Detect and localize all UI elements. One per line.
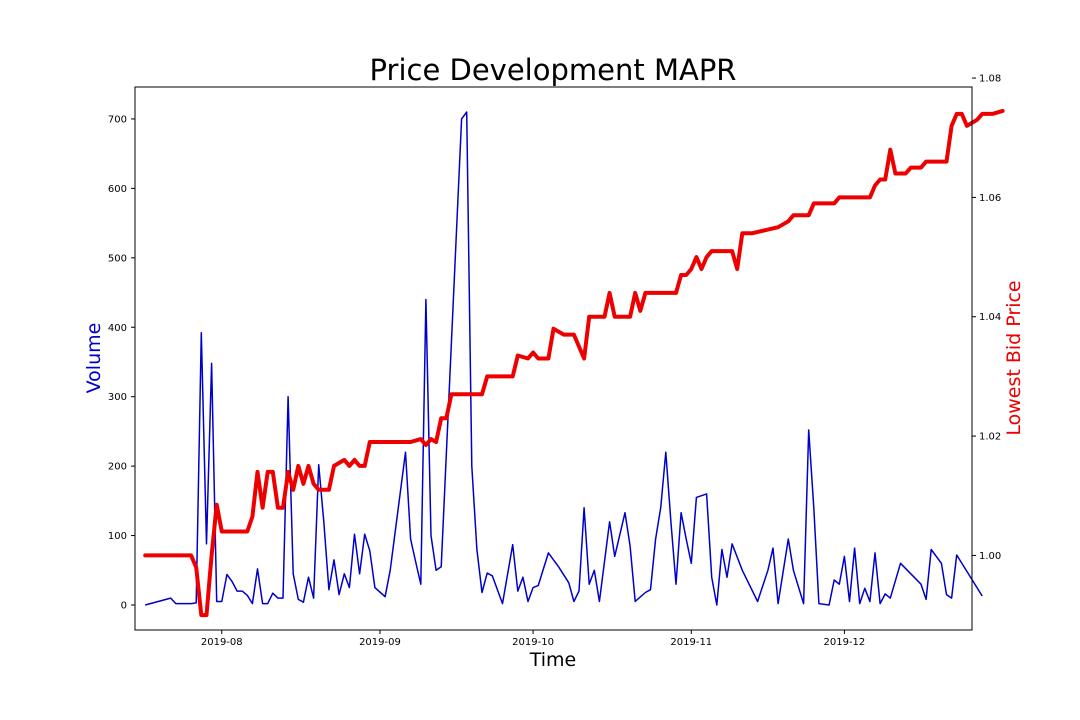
left-y-tick-label: 400 xyxy=(108,323,127,334)
right-y-tick-label: 1.04 xyxy=(979,312,1001,323)
right-y-tick-label: 1.08 xyxy=(979,74,1001,85)
x-tick-label: 2019-08 xyxy=(201,637,243,648)
x-tick-label: 2019-11 xyxy=(670,637,712,648)
x-tick-label: 2019-09 xyxy=(359,637,401,648)
left-y-tick-label: 500 xyxy=(108,253,127,264)
left-y-tick-label: 0 xyxy=(121,601,127,612)
left-y-axis-label: Volume xyxy=(83,323,105,394)
left-y-axis-ticks: 0 100 200 300 400 500 600 700 xyxy=(108,114,135,612)
left-y-tick-label: 600 xyxy=(108,184,127,195)
right-y-tick-label: 1.06 xyxy=(979,193,1001,204)
left-y-tick-label: 100 xyxy=(108,531,127,542)
plot-frame xyxy=(134,86,973,631)
left-y-tick-label: 700 xyxy=(108,114,127,125)
right-y-axis-label: Lowest Bid Price xyxy=(1003,280,1025,435)
x-axis-ticks: 2019-08 2019-09 2019-10 2019-11 2019-12 xyxy=(201,630,865,648)
left-y-tick-label: 200 xyxy=(108,462,127,473)
plot-background xyxy=(135,87,972,630)
left-y-tick-label: 300 xyxy=(108,392,127,403)
x-tick-label: 2019-12 xyxy=(824,637,866,648)
right-y-axis-ticks: 1.00 1.02 1.04 1.06 1.08 xyxy=(972,74,1001,562)
right-y-tick-label: 1.00 xyxy=(979,551,1001,562)
x-axis-label: Time xyxy=(529,649,577,671)
chart-title: Price Development MAPR xyxy=(370,53,737,87)
right-y-tick-label: 1.02 xyxy=(979,432,1001,443)
series-line-volume xyxy=(145,111,983,606)
series-line-lowest-bid-price xyxy=(143,108,1005,618)
x-tick-label: 2019-10 xyxy=(512,637,554,648)
